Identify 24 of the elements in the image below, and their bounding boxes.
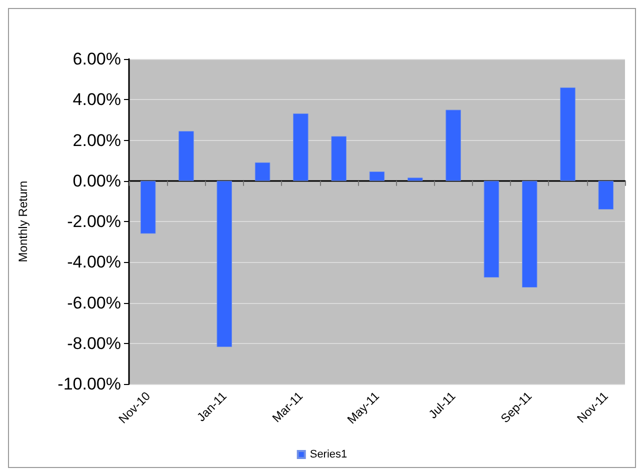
bar [598,180,614,210]
y-tick-label: -10.00% [58,374,121,394]
bar [216,180,232,348]
bar [369,172,385,181]
y-tick-label: 4.00% [72,90,121,110]
y-tick-label: -4.00% [67,252,121,272]
bar [140,180,156,234]
y-tick-label: 0.00% [72,171,121,190]
y-axis-title: Monthly Return [16,180,30,262]
bar [522,180,538,288]
y-tick-label: 6.00% [72,50,121,68]
bar [484,180,500,278]
bar [408,178,423,181]
bar [560,87,576,181]
bar [178,131,194,181]
bar [331,136,346,181]
y-tick-label: -6.00% [67,293,121,312]
y-tick-label: 2.00% [72,130,121,150]
y-tick-label: -8.00% [67,334,121,353]
bar [446,110,461,181]
bar [293,113,308,181]
legend-label: Series1 [310,448,348,460]
y-tick-label: -2.00% [67,212,121,231]
bar [254,162,270,181]
